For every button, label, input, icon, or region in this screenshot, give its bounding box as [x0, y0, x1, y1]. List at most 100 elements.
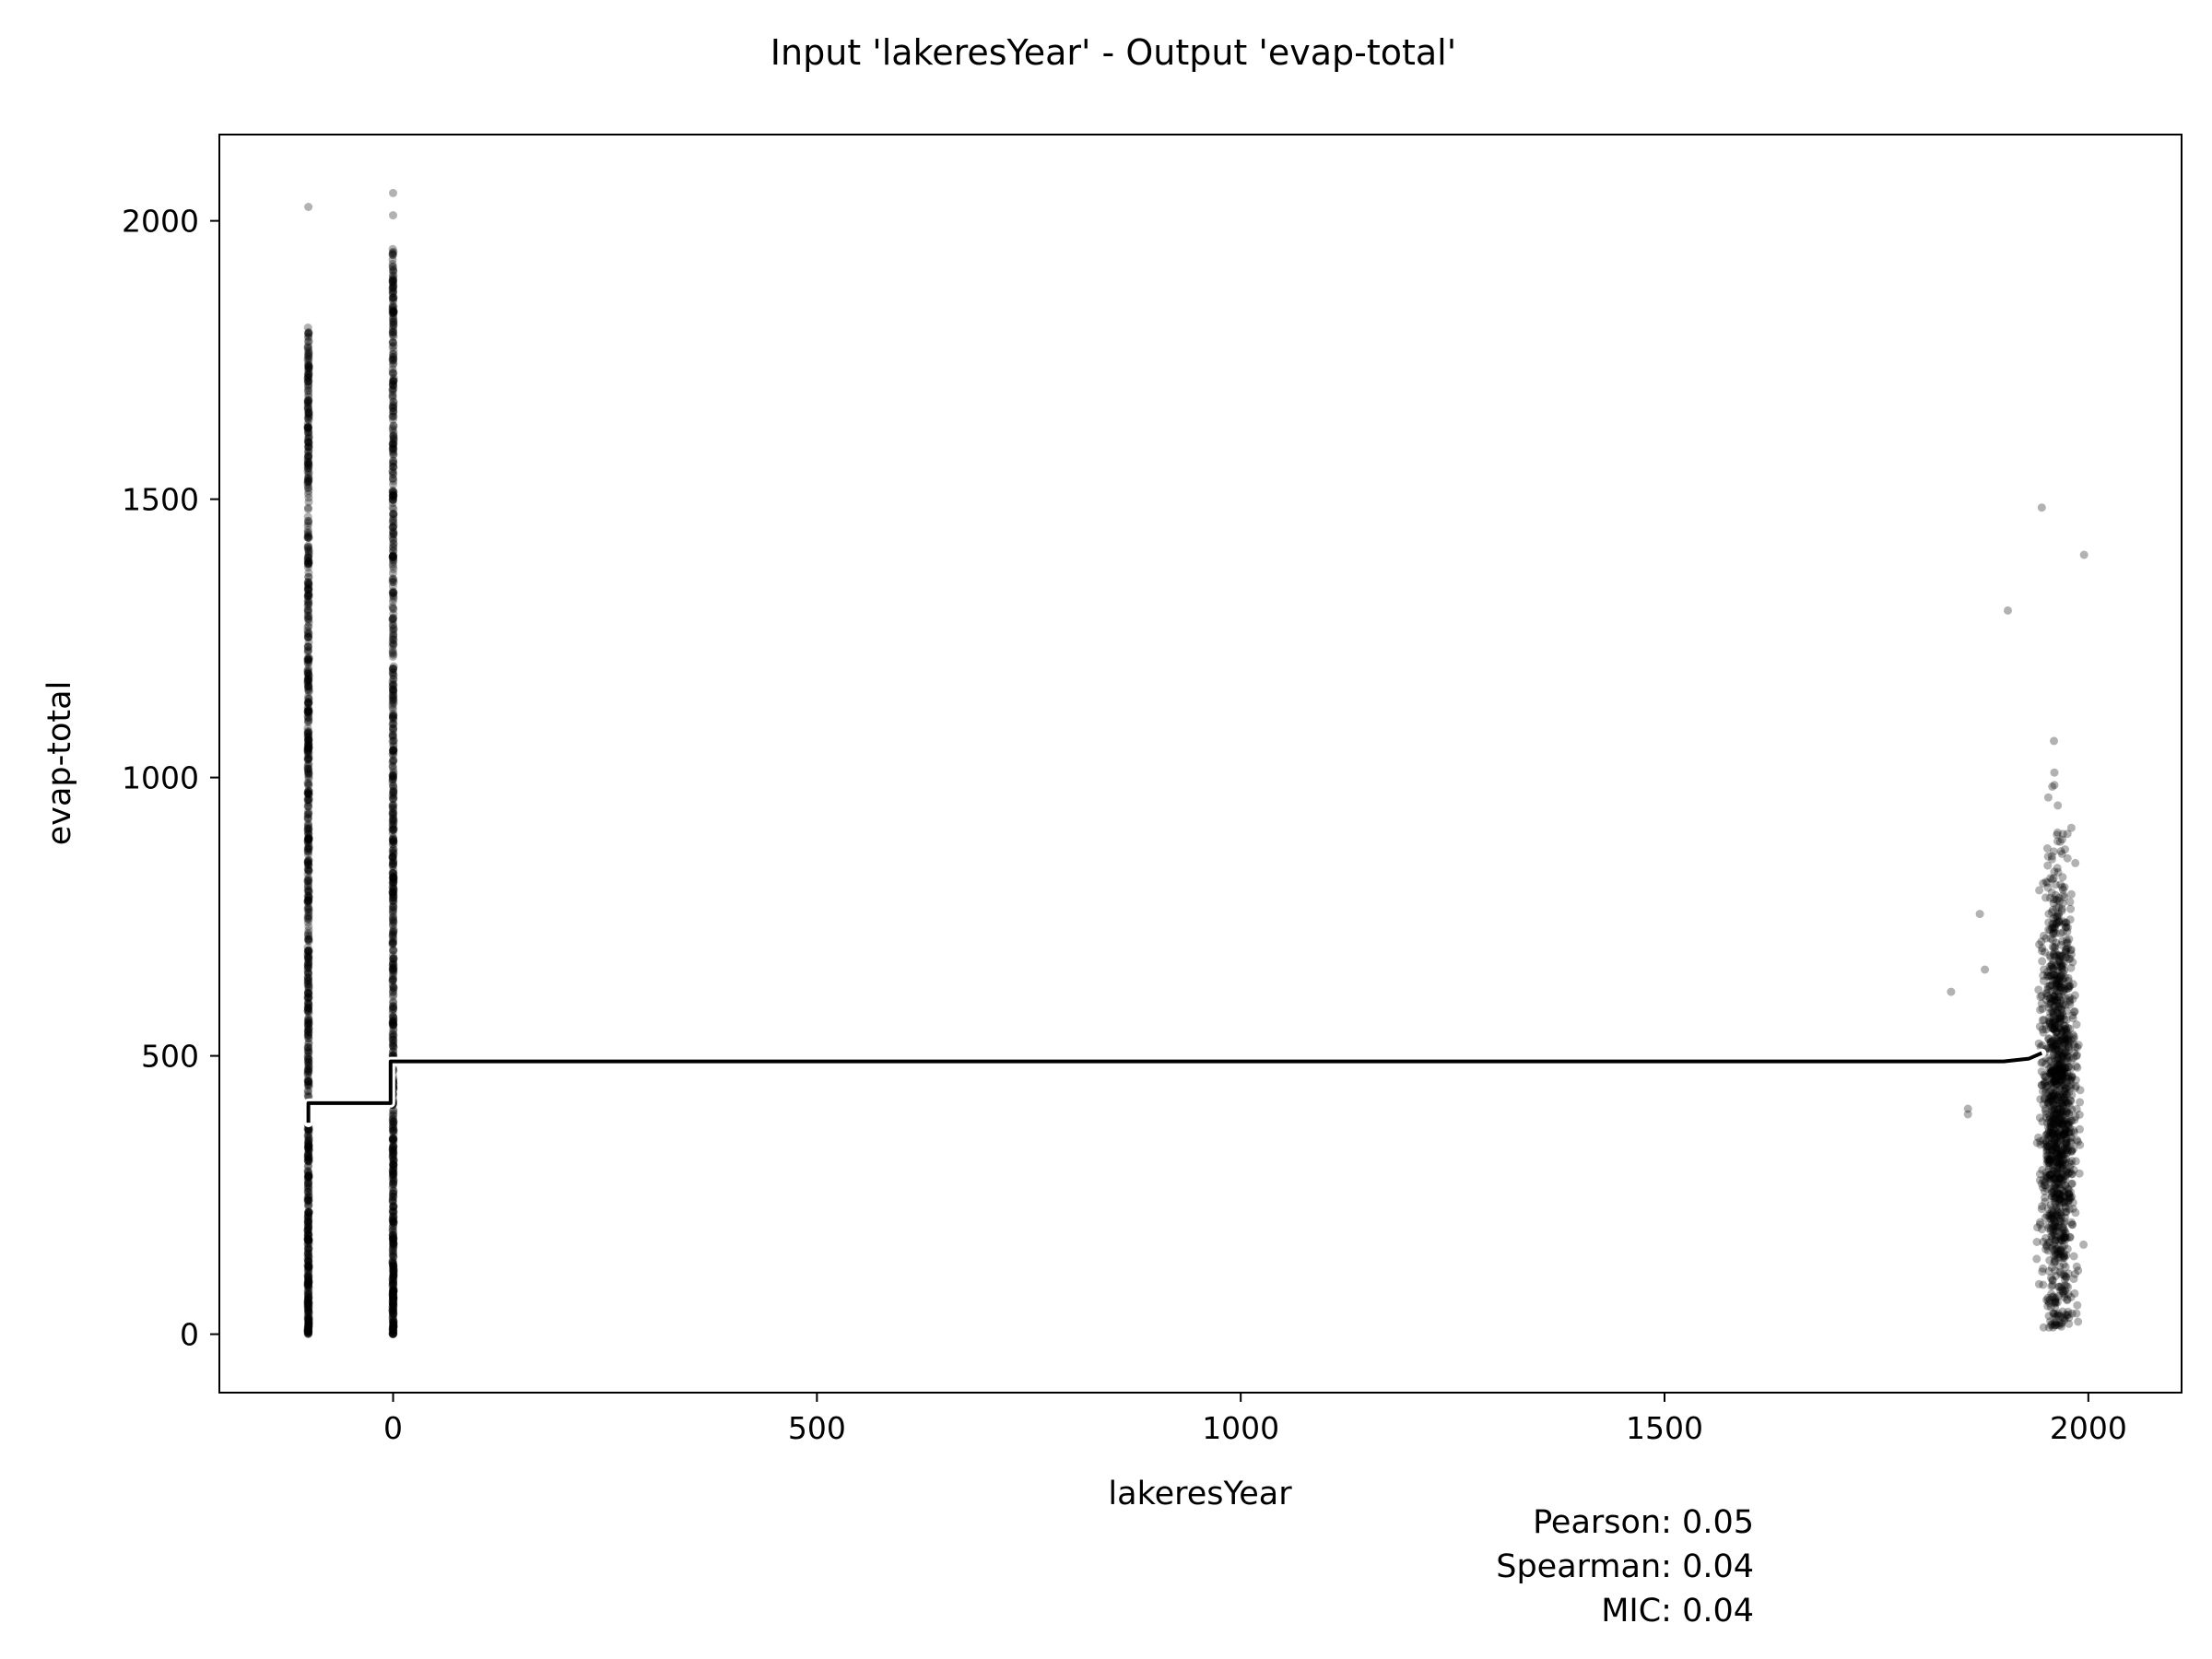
scatter-point	[304, 946, 312, 955]
scatter-point	[2076, 1124, 2084, 1134]
scatter-point	[389, 1322, 398, 1331]
scatter-point	[2048, 1280, 2057, 1289]
scatter-point	[303, 961, 312, 971]
scatter-point	[388, 705, 397, 714]
scatter-point	[303, 622, 312, 631]
scatter-point	[389, 587, 398, 596]
scatter-point	[303, 1067, 312, 1077]
scatter-point	[389, 844, 398, 853]
scatter-point	[304, 1154, 313, 1163]
scatter-point	[389, 806, 398, 814]
scatter-point	[304, 1178, 313, 1187]
scatter-point	[304, 1149, 313, 1159]
scatter-point	[389, 527, 398, 536]
scatter-point	[304, 1217, 313, 1226]
scatter-point	[304, 1230, 312, 1240]
scatter-point	[388, 988, 397, 997]
scatter-point	[304, 947, 313, 956]
scatter-point	[304, 655, 313, 665]
scatter-point	[389, 1289, 398, 1299]
scatter-point	[304, 392, 313, 401]
scatter-point	[388, 1329, 397, 1338]
scatter-point	[389, 810, 398, 819]
scatter-point	[389, 265, 398, 274]
scatter-point	[388, 466, 397, 476]
scatter-point	[389, 492, 397, 501]
scatter-point	[304, 835, 313, 844]
scatter-point	[304, 1046, 313, 1055]
scatter-point	[304, 1273, 313, 1282]
scatter-point	[388, 323, 397, 332]
scatter-point	[304, 830, 313, 839]
scatter-point	[2050, 736, 2058, 746]
scatter-point	[304, 1142, 313, 1151]
scatter-point	[388, 930, 397, 939]
scatter-point	[303, 465, 312, 474]
scatter-point	[304, 1008, 313, 1018]
scatter-point	[304, 442, 313, 452]
scatter-point	[304, 1200, 313, 1209]
scatter-point	[389, 1330, 397, 1339]
scatter-point	[304, 1317, 313, 1326]
scatter-point	[389, 966, 398, 975]
scatter-point	[304, 1248, 313, 1257]
scatter-point	[303, 1249, 312, 1258]
scatter-point	[303, 1218, 312, 1228]
scatter-point	[304, 407, 313, 417]
scatter-point	[304, 888, 313, 897]
scatter-point	[304, 969, 313, 978]
scatter-point	[2079, 550, 2088, 559]
scatter-point	[304, 404, 313, 413]
scatter-point	[304, 1061, 313, 1070]
scatter-point	[304, 1200, 312, 1209]
scatter-point	[303, 1323, 312, 1332]
scatter-point	[389, 890, 398, 900]
scatter-point	[304, 1030, 312, 1040]
scatter-point	[389, 1018, 397, 1027]
scatter-point	[303, 628, 312, 637]
scatter-point	[303, 642, 312, 652]
scatter-point	[2069, 1165, 2078, 1174]
scatter-point	[304, 994, 313, 1003]
scatter-point	[304, 754, 313, 763]
scatter-point	[303, 1271, 312, 1280]
scatter-point	[304, 622, 313, 630]
scatter-point	[304, 946, 313, 955]
scatter-point	[303, 560, 312, 570]
scatter-point	[2045, 1112, 2054, 1120]
scatter-point	[304, 877, 313, 886]
scatter-point	[303, 341, 312, 350]
scatter-point	[304, 878, 313, 888]
scatter-point	[303, 972, 312, 982]
scatter-point	[389, 578, 398, 587]
scatter-point	[2058, 835, 2066, 844]
scatter-point	[304, 682, 313, 691]
scatter-point	[304, 557, 313, 566]
scatter-point	[304, 856, 313, 865]
scatter-point	[304, 1264, 313, 1273]
scatter-point	[388, 800, 397, 809]
scatter-point	[389, 858, 397, 867]
scatter-point	[304, 550, 313, 559]
scatter-point	[303, 1302, 312, 1312]
scatter-point	[303, 377, 312, 386]
scatter-point	[304, 557, 313, 566]
scatter-point	[2044, 1125, 2053, 1135]
scatter-point	[304, 887, 313, 896]
scatter-point	[388, 946, 397, 955]
scatter-point	[389, 1267, 398, 1277]
scatter-point	[389, 1300, 397, 1310]
scatter-point	[388, 1307, 397, 1316]
scatter-point	[303, 1151, 312, 1160]
scatter-point	[388, 1250, 397, 1259]
scatter-point	[304, 350, 313, 359]
scatter-point	[389, 574, 398, 583]
scatter-point	[303, 503, 312, 512]
scatter-point	[303, 1212, 312, 1221]
scatter-point	[388, 677, 397, 687]
scatter-point	[389, 997, 398, 1006]
scatter-point	[304, 1040, 313, 1049]
scatter-point	[389, 1186, 398, 1195]
scatter-point	[303, 1324, 312, 1333]
scatter-point	[303, 453, 312, 463]
